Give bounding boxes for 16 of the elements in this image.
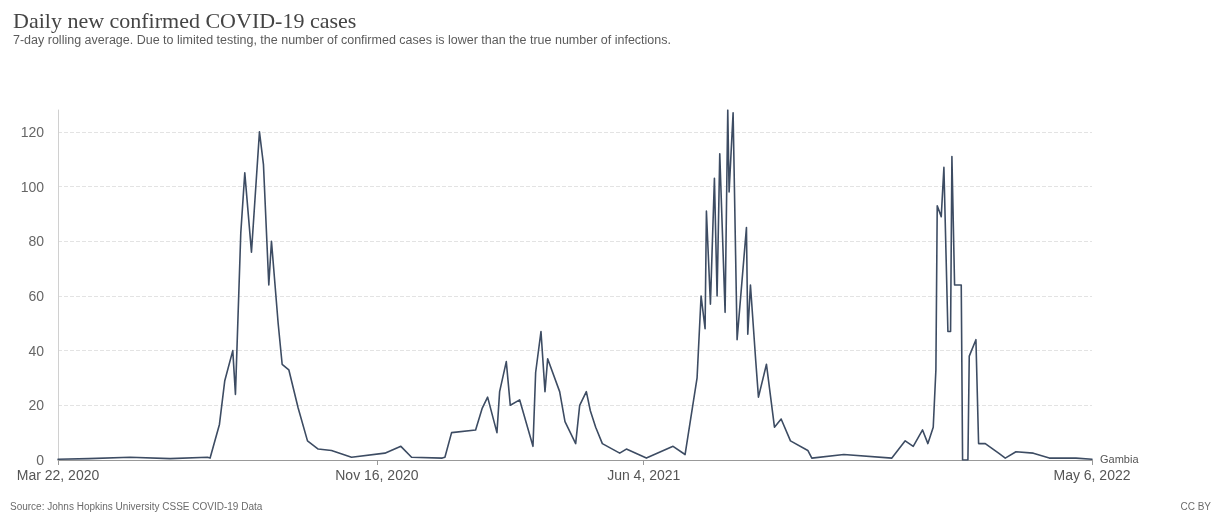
- chart-title: Daily new confirmed COVID-19 cases: [13, 7, 357, 33]
- y-tick-label: 120: [20, 123, 45, 140]
- x-tick-label: Mar 22, 2020: [16, 467, 100, 483]
- chart-subtitle: 7-day rolling average. Due to limited testing, the number of confirmed cases is lower than the true number of infections.: [13, 32, 671, 47]
- y-tick-label: 60: [28, 287, 45, 304]
- y-tick-label: 0: [36, 452, 45, 468]
- y-tick-label: 100: [20, 178, 45, 195]
- source-note: Source: Johns Hopkins University CSSE COVID-19 Data: [10, 500, 263, 512]
- y-tick-label: 80: [28, 233, 45, 250]
- series-label: Gambia: [1100, 453, 1140, 466]
- y-tick-label: 20: [28, 397, 45, 414]
- y-tick-label: 40: [28, 342, 45, 359]
- x-tick-label: Nov 16, 2020: [335, 467, 419, 483]
- text: CC BY: [1180, 500, 1212, 512]
- x-tick-label: May 6, 2022: [1053, 467, 1131, 483]
- x-tick-label: Jun 4, 2021: [607, 467, 681, 483]
